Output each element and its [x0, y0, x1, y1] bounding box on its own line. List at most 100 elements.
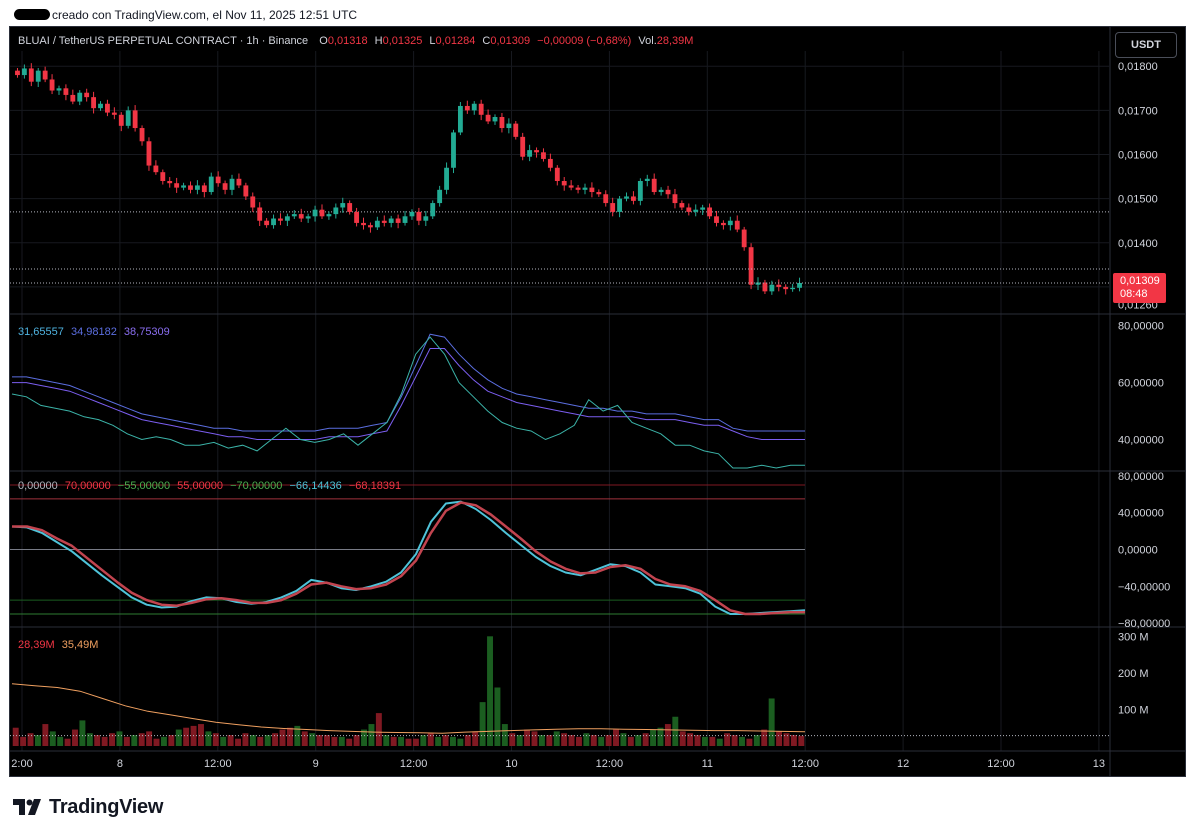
- time-axis-label: 9: [313, 758, 319, 770]
- time-axis-label: 12:00: [400, 758, 428, 770]
- candle-body: [188, 185, 193, 190]
- price-axis-label: 0,01500: [1118, 194, 1158, 206]
- volume-legend: 28,39M 35,49M: [18, 639, 102, 651]
- volume-value: 28,39M: [656, 35, 694, 47]
- volume-bar: [109, 733, 116, 746]
- candle-body: [326, 214, 332, 217]
- candle-body: [208, 176, 214, 193]
- volume-bar: [331, 736, 338, 746]
- volume-bar: [249, 735, 256, 746]
- volume-bar: [12, 727, 19, 746]
- volume-bar: [642, 733, 649, 746]
- volume-bar: [183, 727, 190, 746]
- osc-value-4: 55,00000: [177, 480, 224, 492]
- candle-body: [541, 152, 546, 159]
- dmi-value-2: 34,98182: [70, 326, 117, 338]
- volume-bar: [553, 731, 560, 746]
- volume-bar: [20, 736, 27, 746]
- candle-body: [153, 165, 159, 173]
- volume-bar: [116, 731, 123, 746]
- volume-bar: [375, 713, 382, 746]
- candle-body: [125, 110, 131, 126]
- volume-bar: [575, 736, 582, 746]
- volume-bar: [257, 736, 264, 746]
- osc-value-3: −55,00000: [117, 480, 171, 492]
- volume-bar: [487, 636, 493, 746]
- candle-body: [291, 214, 297, 217]
- volume-bar: [783, 733, 790, 746]
- candle-body: [63, 88, 69, 95]
- dmi-axis-label: 40,00000: [1118, 435, 1164, 447]
- volume-bar: [650, 729, 657, 746]
- candle-body: [568, 185, 574, 188]
- candle-body: [423, 216, 429, 221]
- candle-body: [278, 218, 283, 221]
- volume-bar: [405, 738, 412, 746]
- tradingview-brand[interactable]: TradingView: [13, 796, 163, 818]
- candle-body: [167, 181, 173, 184]
- volume-bar: [72, 729, 78, 746]
- volume-bar: [427, 733, 434, 746]
- currency-button[interactable]: USDT: [1115, 32, 1177, 58]
- volume-bar: [64, 738, 71, 746]
- volume-bar: [146, 731, 153, 746]
- volume-bar: [324, 735, 330, 746]
- volume-bar: [657, 727, 664, 746]
- change-value: −0,00009 (−0,68%): [537, 35, 632, 47]
- open-value: 0,01318: [327, 35, 368, 47]
- candle-body: [312, 209, 318, 217]
- volume-bar: [672, 716, 679, 746]
- volume-bar: [776, 731, 783, 746]
- candle-body: [672, 194, 678, 204]
- candle-body: [637, 181, 643, 201]
- volume-bar: [442, 735, 449, 746]
- volume-axis-label: 200 M: [1118, 668, 1149, 680]
- candle-body: [98, 103, 103, 109]
- candle-body: [755, 282, 761, 285]
- osc-value-7: −68,18391: [348, 480, 402, 492]
- dmi-series-line: [12, 348, 805, 440]
- volume-bar: [472, 731, 479, 746]
- low-label: L: [429, 35, 436, 47]
- chart-panel[interactable]: 2:00 8 12:00 9 12:00 10 12:00 11 12:00 12 12:00 13 0…: [9, 26, 1186, 777]
- volume-bar: [205, 731, 212, 746]
- volume-bar: [724, 733, 731, 746]
- candle-body: [21, 68, 27, 76]
- candle-body: [617, 198, 623, 212]
- dmi-value-1: 31,65557: [18, 326, 64, 338]
- volume-axis-label: 100 M: [1118, 704, 1149, 716]
- candle-body: [734, 220, 740, 230]
- volume-bar: [790, 735, 797, 746]
- volume-bar: [435, 736, 442, 746]
- candle-body: [236, 178, 242, 186]
- dmi-series-line: [12, 333, 805, 432]
- volume-bar: [627, 736, 634, 746]
- volume-bar: [568, 735, 575, 746]
- chart-canvas[interactable]: 2:00 8 12:00 9 12:00 10 12:00 11 12:00 12 12:00 13 0…: [10, 27, 1185, 776]
- candle-body: [347, 203, 353, 212]
- candle-body: [118, 114, 124, 126]
- volume-bar: [390, 736, 397, 746]
- dmi-axis-label: 60,00000: [1118, 378, 1164, 390]
- volume-bar: [316, 735, 323, 746]
- volume-bar: [531, 731, 538, 746]
- symbol-title[interactable]: BLUAI / TetherUS PERPETUAL CONTRACT · 1h…: [18, 35, 309, 47]
- volume-bar: [398, 736, 405, 746]
- candle-body: [513, 123, 519, 137]
- high-label: H: [374, 35, 383, 47]
- time-axis-label: 2:00: [11, 758, 32, 770]
- candle-body: [707, 207, 712, 217]
- candle-body: [15, 70, 20, 76]
- candle-body: [395, 218, 401, 223]
- close-value: 0,01309: [490, 35, 531, 47]
- candle-body: [589, 187, 595, 193]
- price-axis-label: 0,01700: [1118, 105, 1158, 117]
- candle-body: [658, 189, 664, 193]
- time-axis-label: 12: [897, 758, 909, 770]
- close-label: C: [482, 35, 491, 47]
- candle-body: [49, 79, 55, 91]
- candle-body: [464, 105, 470, 111]
- volume-bar: [613, 729, 619, 746]
- candle-body: [700, 207, 706, 210]
- candle-body: [679, 203, 685, 208]
